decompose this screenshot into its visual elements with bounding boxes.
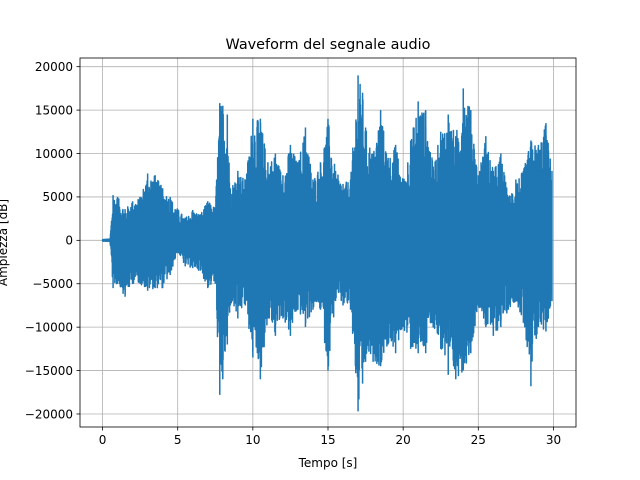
tick-layer: 0 5 10 15 20 25 30 −20000 −15000 −10000 −5000 0 5000…: [25, 60, 561, 447]
y-tick-label: 20000: [35, 60, 73, 74]
y-tick-label: 5000: [42, 190, 73, 204]
x-tick-label: 20: [396, 433, 411, 447]
y-tick-label: 0: [65, 234, 73, 248]
x-tick-label: 5: [174, 433, 182, 447]
data-layer: [101, 75, 553, 412]
waveform-series-line: [101, 75, 553, 412]
y-tick-label: 10000: [35, 147, 73, 161]
y-tick-label: 15000: [35, 103, 73, 117]
x-tick-label: 30: [546, 433, 561, 447]
x-axis-title: Tempo [s]: [298, 456, 358, 470]
chart-title: Waveform del segnale audio: [226, 37, 431, 53]
x-tick-label: 10: [245, 433, 260, 447]
y-axis-title: Ampiezza [dB]: [0, 199, 10, 286]
y-tick-label: −10000: [25, 320, 73, 334]
y-tick-label: −15000: [25, 364, 73, 378]
y-tick-label: −20000: [25, 407, 73, 421]
x-tick-label: 15: [320, 433, 335, 447]
x-tick-label: 25: [471, 433, 486, 447]
y-tick-label: −5000: [32, 277, 73, 291]
x-tick-label: 0: [99, 433, 107, 447]
